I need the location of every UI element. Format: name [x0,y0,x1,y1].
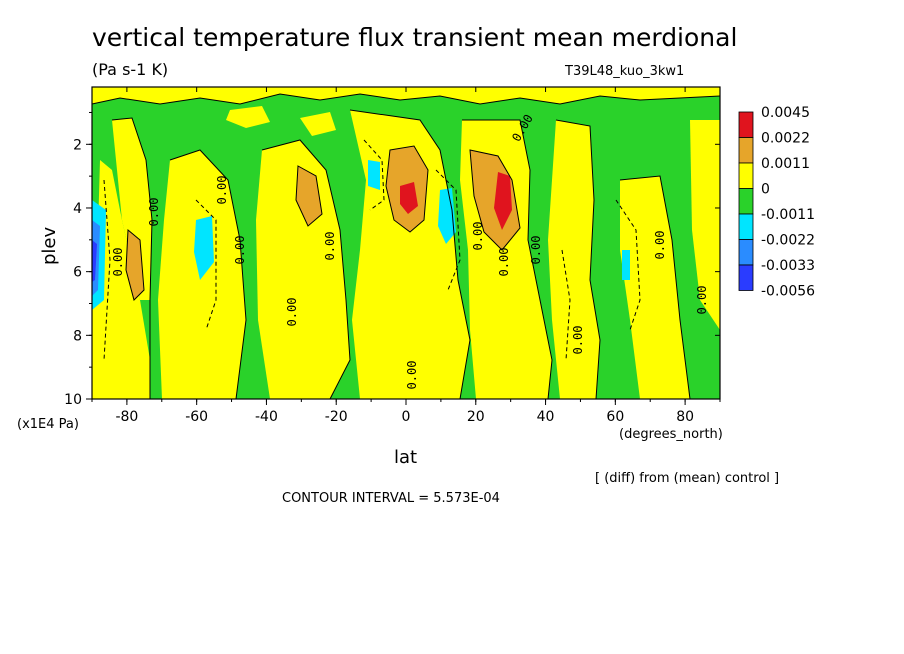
contour-line [295,165,323,227]
y-tick-label: 2 [73,137,82,153]
field-patch [112,118,152,300]
contour-label: 0.00 [529,236,543,265]
field-patch [620,176,690,399]
x-tick-label: 20 [467,409,485,425]
field-patch [92,87,720,104]
color-legend: 0.0045 0.0022 0.0011 0 -0.0011 -0.0022 -0.0033… [738,105,815,300]
contour-line-dashed [435,169,461,291]
y-axis-units: (x1E4 Pa) [17,417,79,432]
contour-lines [91,93,721,400]
legend-label: 0.0045 [761,105,810,121]
contour-line [91,93,721,105]
field-patch [368,160,380,190]
legend-label: 0.0011 [761,156,810,172]
contour-line [261,139,351,400]
field-patch [438,188,456,244]
y-tick-label: 6 [73,265,82,281]
diff-note: [ (diff) from (mean) control ] [595,471,779,486]
plot-area: 0.00 0.00 0.00 0.00 0.00 0.00 0.00 0.00 0.00 0.00… [91,86,721,400]
x-tick-label: -80 [115,409,138,425]
contour-labels: 0.00 0.00 0.00 0.00 0.00 0.00 0.00 0.00 0.00 0.00… [111,112,709,389]
contour-line [349,109,471,400]
legend-swatch [738,239,754,266]
y-axis-label: plev [39,226,60,265]
x-tick-label: -20 [325,409,348,425]
contour-line [385,145,429,233]
legend-label: -0.0033 [761,258,815,274]
legend-label: -0.0022 [761,233,815,249]
x-axis-ticks: -80 -60 -40 -20 0 20 40 60 80 [91,87,721,425]
field-patch [226,106,270,128]
field-patch [92,160,150,399]
field-patch [256,140,350,399]
x-axis-label: lat [394,447,417,468]
contour-label: 0.00 [215,176,229,205]
y-axis-ticks: 2 4 6 8 10 [64,111,720,408]
x-axis-units: (degrees_north) [619,427,723,442]
contour-label: 0.00 [233,236,247,265]
contour-label: 0.00 [471,222,485,251]
contour-line [111,117,153,399]
contour-label: 0.00 [653,231,667,260]
field-patch [548,120,600,399]
chart-units: (Pa s-1 K) [92,60,168,79]
legend-swatch [738,111,754,138]
legend-swatch [738,264,754,291]
field-patch [494,172,512,230]
field-patch [92,240,97,282]
contour-line [469,149,521,251]
legend-swatch [738,213,754,240]
legend-swatch [738,188,754,215]
contour-line [462,119,553,400]
legend-label: 0 [761,182,770,198]
contour-line-dashed [195,199,217,331]
chart-run-label: T39L48_kuo_3kw1 [564,64,684,79]
contour-interval: CONTOUR INTERVAL = 5.573E-04 [282,491,500,506]
x-tick-label: 60 [606,409,624,425]
contour-line-dashed [103,179,111,361]
contour-line [555,119,601,400]
contour-label: 0.00 [405,361,419,390]
field-patch [622,250,630,280]
contour-label: 0.00 [497,248,511,277]
x-tick-label: -40 [255,409,278,425]
legend-label: 0.0022 [761,131,810,147]
contour-line [125,228,145,301]
contour-line [619,175,691,400]
y-tick-label: 4 [73,201,82,217]
x-tick-label: 40 [537,409,555,425]
legend-swatch [738,162,754,189]
y-tick-label: 8 [73,328,82,344]
contour-label: 0.00 [695,286,709,315]
contour-label: 0.00 [323,232,337,261]
field-patch [300,112,336,136]
chart-title: vertical temperature flux transient mean… [92,23,737,52]
x-tick-label: -60 [185,409,208,425]
field-patch [194,216,214,280]
contour-line-dashed [561,249,571,361]
field-patch [690,120,720,330]
field-patch [296,166,322,226]
field-patch [126,230,144,300]
contour-line-dashed [615,199,641,331]
x-tick-label: 80 [676,409,694,425]
contour-line [169,149,247,400]
legend-swatch [738,137,754,164]
legend-label: -0.0011 [761,207,815,223]
contour-label: 0.00 [147,198,161,227]
contour-label: 0.00 [571,326,585,355]
legend-label: -0.0056 [761,284,815,300]
y-tick-label: 10 [64,392,82,408]
x-tick-label: 0 [402,409,411,425]
contour-label: 0.00 [111,248,125,277]
contour-label: 0.00 [285,298,299,327]
field-patch [400,182,418,214]
